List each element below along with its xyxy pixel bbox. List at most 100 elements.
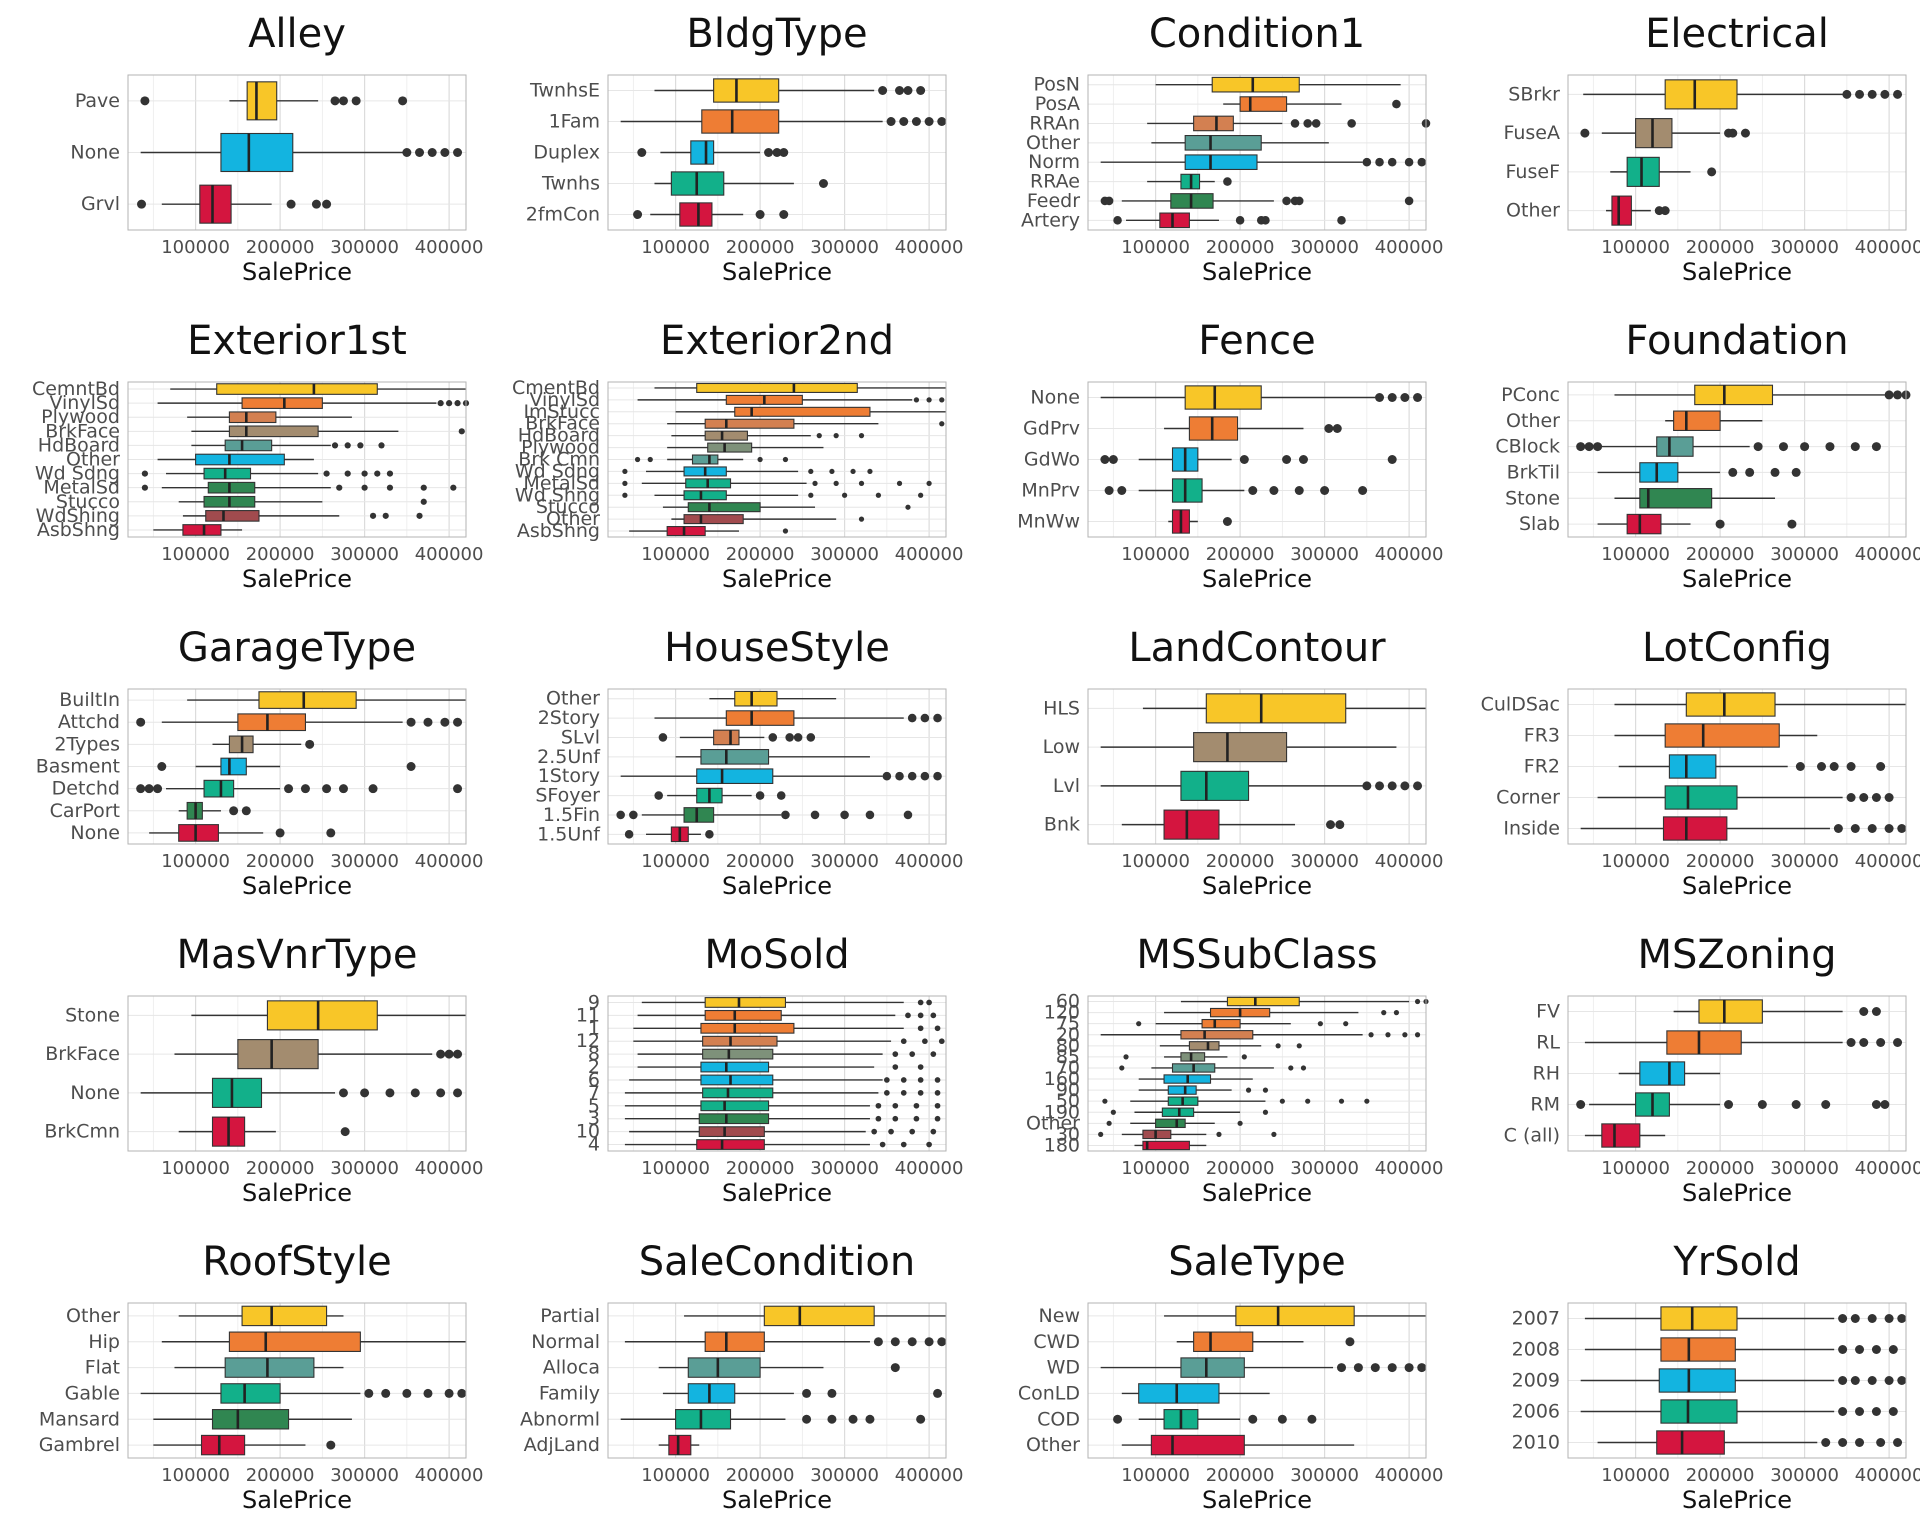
box-30 <box>1098 1129 1277 1140</box>
outlier-point <box>1404 1363 1414 1373</box>
category-label: 60 <box>1056 991 1080 1013</box>
box-sbrkr <box>1583 79 1903 110</box>
chart-panel-electrical: Electrical SBrkr FuseA FuseF Other 100000 2000… <box>1440 0 1920 307</box>
outlier-point <box>1104 196 1114 206</box>
category-label: WdShing <box>36 505 120 527</box>
outlier-point <box>802 1414 812 1424</box>
outlier-point <box>1337 1363 1346 1373</box>
outlier-point <box>241 806 251 816</box>
outlier-point <box>827 1414 837 1424</box>
category-label: 1Fam <box>549 111 600 133</box>
box-1 <box>633 1022 941 1034</box>
category-label: 1Story <box>538 765 600 787</box>
box-inside <box>1580 816 1907 841</box>
outlier-point <box>917 1064 924 1070</box>
box-iqr <box>687 1383 736 1404</box>
outlier-point <box>385 1088 395 1098</box>
box-iqr <box>1656 1430 1725 1455</box>
category-label: Other <box>1026 1434 1080 1456</box>
box-stone <box>1614 488 1776 509</box>
box-iqr <box>228 425 319 438</box>
category-label: PosA <box>1035 93 1080 115</box>
x-tick-label: 200000 <box>1206 1158 1275 1179</box>
outlier-point <box>1262 1087 1269 1093</box>
box-gdprv <box>1164 416 1342 441</box>
outlier-point <box>368 784 378 794</box>
plot-border <box>607 74 947 231</box>
outlier-point <box>926 480 932 486</box>
outlier-point <box>865 1414 875 1424</box>
outlier-point <box>1400 393 1410 402</box>
box-iqr <box>200 1434 246 1456</box>
box-50 <box>1102 1096 1370 1106</box>
category-label: 1.5Fin <box>543 804 600 826</box>
category-label: VinylSd <box>49 392 120 414</box>
outlier-point <box>1235 216 1245 225</box>
x-tick-label: 100000 <box>1601 1465 1670 1486</box>
outlier-point <box>768 733 778 742</box>
outlier-point <box>1368 1032 1374 1038</box>
category-label: 4 <box>588 1134 600 1156</box>
box-carport <box>178 801 251 820</box>
chart-title: SaleType <box>1168 1239 1346 1285</box>
category-label: RH <box>1533 1063 1561 1085</box>
category-label: 2010 <box>1512 1432 1560 1454</box>
outlier-point <box>1728 467 1738 477</box>
outlier-point <box>933 1388 943 1398</box>
x-tick-label: 300000 <box>1770 237 1839 258</box>
box-iqr <box>668 1434 692 1456</box>
outlier-point <box>926 1141 932 1148</box>
outlier-point <box>1715 519 1725 529</box>
outlier-point <box>930 1051 937 1057</box>
outlier-point <box>772 148 782 157</box>
chart-panel-mszoning: MSZoning FV RL RH RM C (all) 100000 200000 30000… <box>1440 921 1920 1228</box>
box-1-5unf <box>624 826 714 843</box>
box-none <box>1100 385 1423 410</box>
x-tick-label: 400000 <box>1375 544 1444 565</box>
box-iqr <box>1694 384 1774 406</box>
x-tick-label: 400000 <box>895 851 964 872</box>
category-label: 70 <box>1056 1057 1080 1079</box>
box-iqr <box>687 502 761 513</box>
category-label: Abnorml <box>520 1408 600 1430</box>
x-tick-label: 400000 <box>415 544 484 565</box>
x-tick-label: 100000 <box>1121 851 1190 872</box>
box-iqr <box>266 1000 378 1031</box>
outlier-point <box>1838 1407 1848 1416</box>
outlier-point <box>909 1051 916 1057</box>
category-label: 2Story <box>538 707 600 729</box>
category-label: RRAe <box>1030 171 1080 193</box>
outlier-point <box>899 117 909 126</box>
outlier-point <box>137 199 147 209</box>
plot-border <box>127 688 467 845</box>
outlier-point <box>1871 1007 1881 1016</box>
outlier-point <box>1753 442 1763 452</box>
outlier-point <box>1338 1098 1345 1104</box>
outlier-point <box>444 1049 454 1059</box>
box-6 <box>629 1074 941 1086</box>
outlier-point <box>884 1090 890 1096</box>
outlier-point <box>865 810 875 820</box>
category-label: 2.5Unf <box>537 746 601 768</box>
outlier-point <box>440 717 450 727</box>
outlier-point <box>939 397 945 403</box>
outlier-point <box>907 713 917 723</box>
outlier-point <box>1277 1414 1287 1424</box>
outlier-point <box>357 442 364 449</box>
box-posn <box>1155 76 1401 93</box>
box-iqr <box>698 1126 765 1138</box>
x-tick-label: 200000 <box>246 237 315 258</box>
x-tick-label: 300000 <box>810 237 879 258</box>
outlier-point <box>896 480 903 486</box>
box-iqr <box>683 807 715 823</box>
x-tick-label: 100000 <box>1601 237 1670 258</box>
box-iqr <box>224 439 273 452</box>
boxplot-svg: Exterior1st CemntBdVinylSdPlywoodBrkFaceH… <box>32 318 484 593</box>
x-tick-label: 400000 <box>1375 1158 1444 1179</box>
category-label: 5 <box>588 1095 600 1117</box>
chart-panel-housestyle: HouseStyle Other 2Story SLvl 2.5Unf 1Story SFo… <box>480 614 963 921</box>
outlier-point <box>875 1115 882 1122</box>
box-9 <box>641 997 932 1008</box>
outlier-point <box>1859 1038 1869 1047</box>
box-iqr <box>258 691 357 709</box>
